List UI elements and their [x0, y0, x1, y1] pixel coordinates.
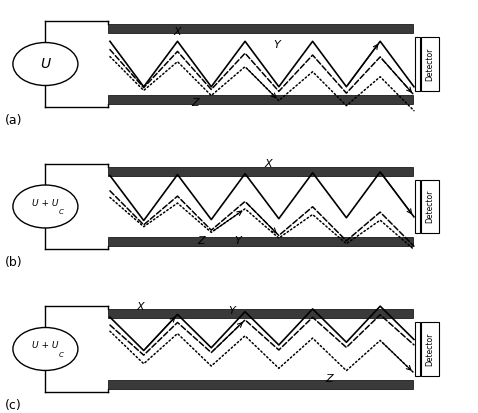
Text: X: X: [137, 302, 144, 312]
Text: C: C: [59, 209, 64, 215]
Text: U + U: U + U: [32, 341, 59, 350]
Bar: [421, 37, 439, 91]
Ellipse shape: [13, 43, 78, 85]
Ellipse shape: [13, 328, 78, 370]
Bar: [108, 309, 413, 318]
Text: (a): (a): [5, 114, 22, 127]
Text: Detector: Detector: [425, 332, 434, 366]
Text: X: X: [173, 27, 181, 37]
Bar: [415, 322, 420, 376]
Ellipse shape: [13, 185, 78, 228]
Bar: [108, 24, 413, 33]
Text: U: U: [40, 57, 51, 71]
Bar: [415, 37, 420, 91]
Text: C: C: [59, 352, 64, 358]
Text: Detector: Detector: [425, 190, 434, 223]
Text: Y: Y: [228, 306, 235, 316]
Bar: [108, 237, 413, 246]
Bar: [108, 380, 413, 389]
Text: Z: Z: [197, 235, 205, 246]
Bar: [108, 95, 413, 104]
Bar: [415, 180, 420, 233]
Bar: [421, 180, 439, 233]
Text: (b): (b): [5, 256, 22, 269]
Text: Z: Z: [325, 374, 333, 384]
Text: Y: Y: [274, 40, 281, 50]
Text: X: X: [264, 159, 272, 169]
Text: U + U: U + U: [32, 199, 59, 208]
Bar: [108, 167, 413, 176]
Text: Y: Y: [234, 236, 241, 246]
Text: Z: Z: [191, 98, 199, 109]
Text: Detector: Detector: [425, 47, 434, 81]
Text: (c): (c): [5, 399, 22, 412]
Bar: [421, 322, 439, 376]
